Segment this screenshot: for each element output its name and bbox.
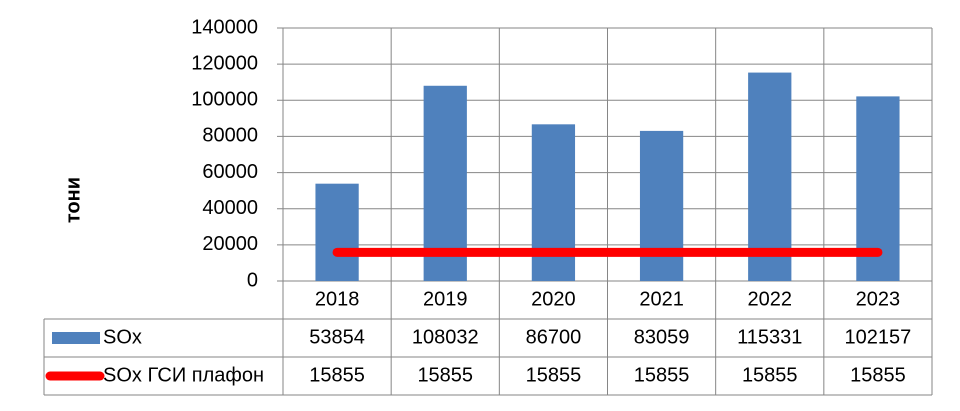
legend-swatch bbox=[52, 332, 100, 344]
y-tick-label: 40000 bbox=[202, 197, 258, 219]
table-value: 15855 bbox=[526, 364, 582, 386]
y-tick-label: 80000 bbox=[202, 125, 258, 147]
x-tick-label: 2018 bbox=[315, 288, 360, 310]
table-value: 108032 bbox=[412, 326, 479, 348]
table-value: 15855 bbox=[742, 364, 798, 386]
x-tick-label: 2020 bbox=[531, 288, 576, 310]
x-tick-label: 2019 bbox=[423, 288, 468, 310]
y-axis-label: тони bbox=[62, 177, 84, 223]
y-tick-label: 20000 bbox=[202, 233, 258, 255]
legend-label: SOx ГСИ плафон bbox=[103, 364, 264, 386]
legend-label: SOx bbox=[103, 326, 142, 348]
bar bbox=[639, 130, 684, 281]
table-value: 53854 bbox=[309, 326, 365, 348]
bar bbox=[531, 124, 576, 282]
table-value: 15855 bbox=[634, 364, 690, 386]
bar bbox=[748, 72, 792, 281]
table-value: 15855 bbox=[417, 364, 473, 386]
y-tick-label: 120000 bbox=[191, 52, 258, 74]
y-tick-label: 60000 bbox=[202, 161, 258, 183]
table-value: 102157 bbox=[845, 326, 912, 348]
x-tick-label: 2021 bbox=[639, 288, 684, 310]
table-value: 115331 bbox=[737, 326, 802, 348]
x-tick-label: 2022 bbox=[748, 288, 793, 310]
table-value: 15855 bbox=[309, 364, 365, 386]
y-tick-label: 140000 bbox=[191, 16, 258, 38]
y-tick-label: 0 bbox=[247, 269, 258, 291]
y-tick-label: 100000 bbox=[191, 89, 258, 111]
bar bbox=[315, 183, 359, 281]
table-value: 83059 bbox=[634, 326, 690, 348]
x-tick-label: 2023 bbox=[856, 288, 901, 310]
table-value: 15855 bbox=[850, 364, 906, 386]
table-value: 86700 bbox=[526, 326, 582, 348]
